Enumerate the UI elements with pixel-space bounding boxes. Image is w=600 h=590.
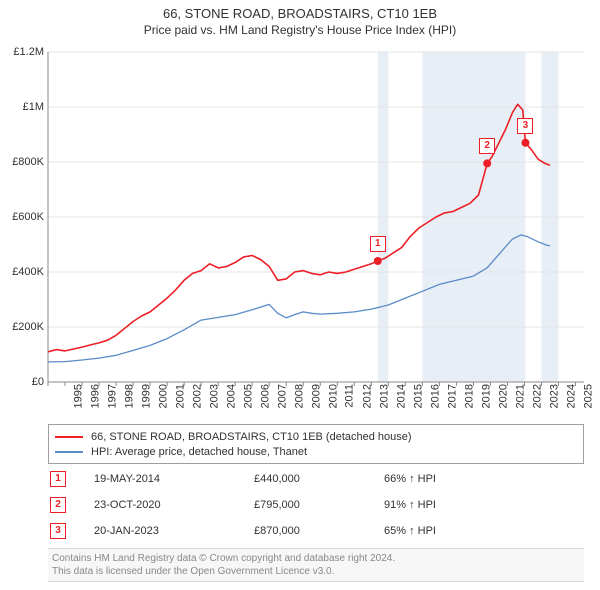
x-tick-label: 1996 [90,384,102,408]
sale-row: 3 20-JAN-2023£870,00065% ↑ HPI [48,518,584,544]
legend-row: HPI: Average price, detached house, Than… [55,444,577,459]
sale-row-date: 23-OCT-2020 [94,499,254,511]
sale-row: 1 19-MAY-2014£440,00066% ↑ HPI [48,466,584,492]
footer-line2: This data is licensed under the Open Gov… [52,565,580,578]
sale-row-date: 19-MAY-2014 [94,473,254,485]
y-tick-label: £200K [2,321,44,333]
x-tick-label: 2025 [583,384,595,408]
y-tick-label: £800K [2,156,44,168]
x-tick-label: 2018 [464,384,476,408]
sale-marker-2: 2 [479,138,495,154]
sale-marker-1: 1 [370,236,386,252]
legend-swatch [55,451,83,453]
sale-dot-2 [483,159,491,167]
x-tick-label: 2003 [209,384,221,408]
x-tick-label: 2015 [413,384,425,408]
x-tick-label: 2023 [549,384,561,408]
sale-row-price: £795,000 [254,499,384,511]
y-tick-label: £1.2M [2,46,44,58]
page-title: 66, STONE ROAD, BROADSTAIRS, CT10 1EB [0,6,600,21]
legend-label: HPI: Average price, detached house, Than… [91,446,307,458]
x-tick-label: 2006 [260,384,272,408]
sales-table: 1 19-MAY-2014£440,00066% ↑ HPI 2 23-OCT-202… [48,466,584,544]
x-tick-label: 2022 [532,384,544,408]
price-chart: £0£200K£400K£600K£800K£1M£1.2M1995199619… [48,52,584,382]
x-tick-label: 2012 [362,384,374,408]
sale-row-num: 3 [50,523,66,539]
y-tick-label: £600K [2,211,44,223]
sale-row-pct: 66% ↑ HPI [384,473,484,485]
x-tick-label: 2013 [379,384,391,408]
x-tick-label: 2019 [481,384,493,408]
legend-label: 66, STONE ROAD, BROADSTAIRS, CT10 1EB (d… [91,431,412,443]
x-tick-label: 2004 [226,384,238,408]
x-tick-label: 2008 [294,384,306,408]
legend-row: 66, STONE ROAD, BROADSTAIRS, CT10 1EB (d… [55,429,577,444]
x-tick-label: 2011 [344,384,356,408]
sale-row-price: £440,000 [254,473,384,485]
x-tick-label: 1997 [107,384,119,408]
x-tick-label: 1998 [124,384,136,408]
page-subtitle: Price paid vs. HM Land Registry's House … [0,23,600,37]
sale-row-num: 2 [50,497,66,513]
y-tick-label: £1M [2,101,44,113]
x-tick-label: 2001 [175,384,187,408]
sale-dot-3 [521,139,529,147]
x-tick-label: 1995 [72,384,84,408]
sale-row-pct: 91% ↑ HPI [384,499,484,511]
x-tick-label: 2010 [328,384,340,408]
x-tick-label: 2009 [311,384,323,408]
y-tick-label: £0 [2,376,44,388]
x-tick-label: 2017 [447,384,459,408]
x-tick-label: 2016 [430,384,442,408]
x-tick-label: 2007 [277,384,289,408]
legend: 66, STONE ROAD, BROADSTAIRS, CT10 1EB (d… [48,424,584,464]
x-tick-label: 2021 [515,384,527,408]
x-tick-label: 2000 [158,384,170,408]
x-tick-label: 2005 [243,384,255,408]
sale-row-date: 20-JAN-2023 [94,525,254,537]
x-tick-label: 1999 [141,384,153,408]
sale-dot-1 [374,257,382,265]
sale-row-price: £870,000 [254,525,384,537]
x-tick-label: 2014 [396,384,408,408]
x-tick-label: 2002 [192,384,204,408]
legend-swatch [55,436,83,438]
sale-row: 2 23-OCT-2020£795,00091% ↑ HPI [48,492,584,518]
x-tick-label: 2024 [566,384,578,408]
x-tick-label: 2020 [498,384,510,408]
sale-row-num: 1 [50,471,66,487]
y-tick-label: £400K [2,266,44,278]
sale-row-pct: 65% ↑ HPI [384,525,484,537]
footer-line1: Contains HM Land Registry data © Crown c… [52,552,580,565]
sale-marker-3: 3 [517,118,533,134]
footer-attribution: Contains HM Land Registry data © Crown c… [48,548,584,582]
